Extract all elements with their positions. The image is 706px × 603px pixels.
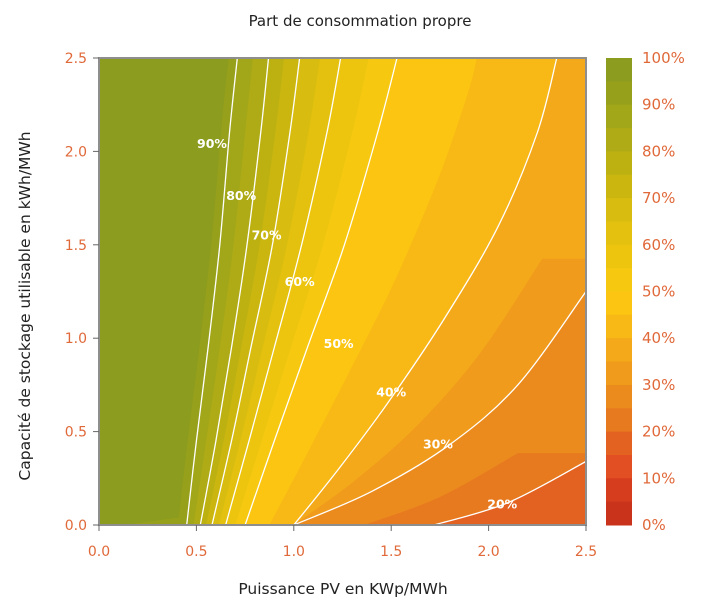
x-tick-label: 1.0 bbox=[283, 544, 305, 560]
colorbar-segment-10 bbox=[606, 454, 632, 479]
contour-band-95 bbox=[99, 58, 229, 525]
y-axis: 0.0 0.5 1.0 1.5 2.0 2.5 bbox=[65, 51, 99, 534]
contour-label-70: 70% bbox=[252, 227, 282, 242]
colorbar-segment-5 bbox=[606, 478, 632, 503]
colorbar-label: 80% bbox=[642, 142, 675, 160]
contour-label-40: 40% bbox=[376, 384, 406, 399]
colorbar-label: 70% bbox=[642, 189, 675, 207]
y-tick-label: 2.5 bbox=[65, 51, 87, 67]
y-tick-label: 0.5 bbox=[65, 425, 87, 441]
contour-label-60: 60% bbox=[285, 274, 315, 289]
plot-frame bbox=[98, 57, 587, 526]
colorbar-label: 90% bbox=[642, 96, 675, 114]
colorbar-label: 100% bbox=[642, 49, 685, 67]
colorbar-segment-95 bbox=[606, 58, 632, 82]
colorbar-segment-80 bbox=[606, 128, 632, 152]
x-axis: 0.0 0.5 1.0 1.5 2.0 2.5 bbox=[88, 525, 597, 560]
colorbar-segment-0 bbox=[606, 501, 632, 526]
colorbar-segment-65 bbox=[606, 198, 632, 222]
contour-label-90: 90% bbox=[197, 136, 227, 151]
contour-label-20: 20% bbox=[487, 496, 517, 511]
colorbar-label: 10% bbox=[642, 469, 675, 487]
colorbar-label: 40% bbox=[642, 329, 675, 347]
contour-line-30 bbox=[293, 291, 586, 525]
colorbar-label: 0% bbox=[642, 516, 666, 534]
contour-bands bbox=[99, 58, 586, 525]
colorbar-segment-75 bbox=[606, 151, 632, 176]
colorbar-label: 20% bbox=[642, 423, 675, 441]
colorbar-label: 50% bbox=[642, 283, 675, 301]
contour-labels: 20% 30% 40% 50% 60% 70% 80% 90% bbox=[197, 136, 518, 512]
colorbar-segment-55 bbox=[606, 244, 632, 269]
colorbar-segment-25 bbox=[606, 384, 632, 409]
colorbar-segment-30 bbox=[606, 361, 632, 386]
contour-label-50: 50% bbox=[324, 336, 354, 351]
colorbar-label: 30% bbox=[642, 376, 675, 394]
plot-area bbox=[99, 58, 586, 525]
y-tick-label: 1.0 bbox=[65, 331, 87, 347]
x-tick-label: 2.5 bbox=[575, 544, 597, 560]
colorbar-segment-60 bbox=[606, 221, 632, 246]
colorbar-segment-70 bbox=[606, 174, 632, 199]
contour-line-50 bbox=[244, 58, 398, 525]
contour-line-90 bbox=[186, 58, 238, 525]
contour-label-80: 80% bbox=[226, 188, 256, 203]
contour-line-70 bbox=[211, 58, 301, 525]
x-tick-label: 0.0 bbox=[88, 544, 110, 560]
colorbar-segment-40 bbox=[606, 314, 632, 339]
contour-line-40 bbox=[293, 58, 558, 525]
colorbar-segment-45 bbox=[606, 291, 632, 316]
x-tick-label: 0.5 bbox=[185, 544, 207, 560]
colorbar-segment-15 bbox=[606, 431, 632, 456]
colorbar-segment-90 bbox=[606, 81, 632, 106]
colorbar-segment-20 bbox=[606, 408, 632, 433]
x-tick-label: 1.5 bbox=[380, 544, 402, 560]
colorbar: 100% 90% 80% 70% 60% 50% 40% 30% 20% 10% 0% bbox=[606, 49, 685, 534]
x-axis-title: Puissance PV en KWp/MWh bbox=[238, 580, 447, 598]
colorbar-segment-35 bbox=[606, 338, 632, 363]
chart-title: Part de consommation propre bbox=[249, 12, 472, 30]
y-tick-label: 2.0 bbox=[65, 144, 87, 160]
colorbar-segment-85 bbox=[606, 104, 632, 129]
colorbar-label: 60% bbox=[642, 236, 675, 254]
contour-line-20 bbox=[433, 460, 586, 525]
contour-lines bbox=[186, 58, 586, 525]
y-tick-label: 0.0 bbox=[65, 518, 87, 534]
y-axis-title: Capacité de stockage utilisable en kWh/M… bbox=[16, 131, 34, 480]
contour-line-80 bbox=[199, 58, 270, 525]
contour-line-60 bbox=[224, 58, 342, 525]
contour-label-30: 30% bbox=[423, 437, 453, 452]
x-tick-label: 2.0 bbox=[477, 544, 499, 560]
y-tick-label: 1.5 bbox=[65, 238, 87, 254]
colorbar-segment-50 bbox=[606, 268, 632, 292]
